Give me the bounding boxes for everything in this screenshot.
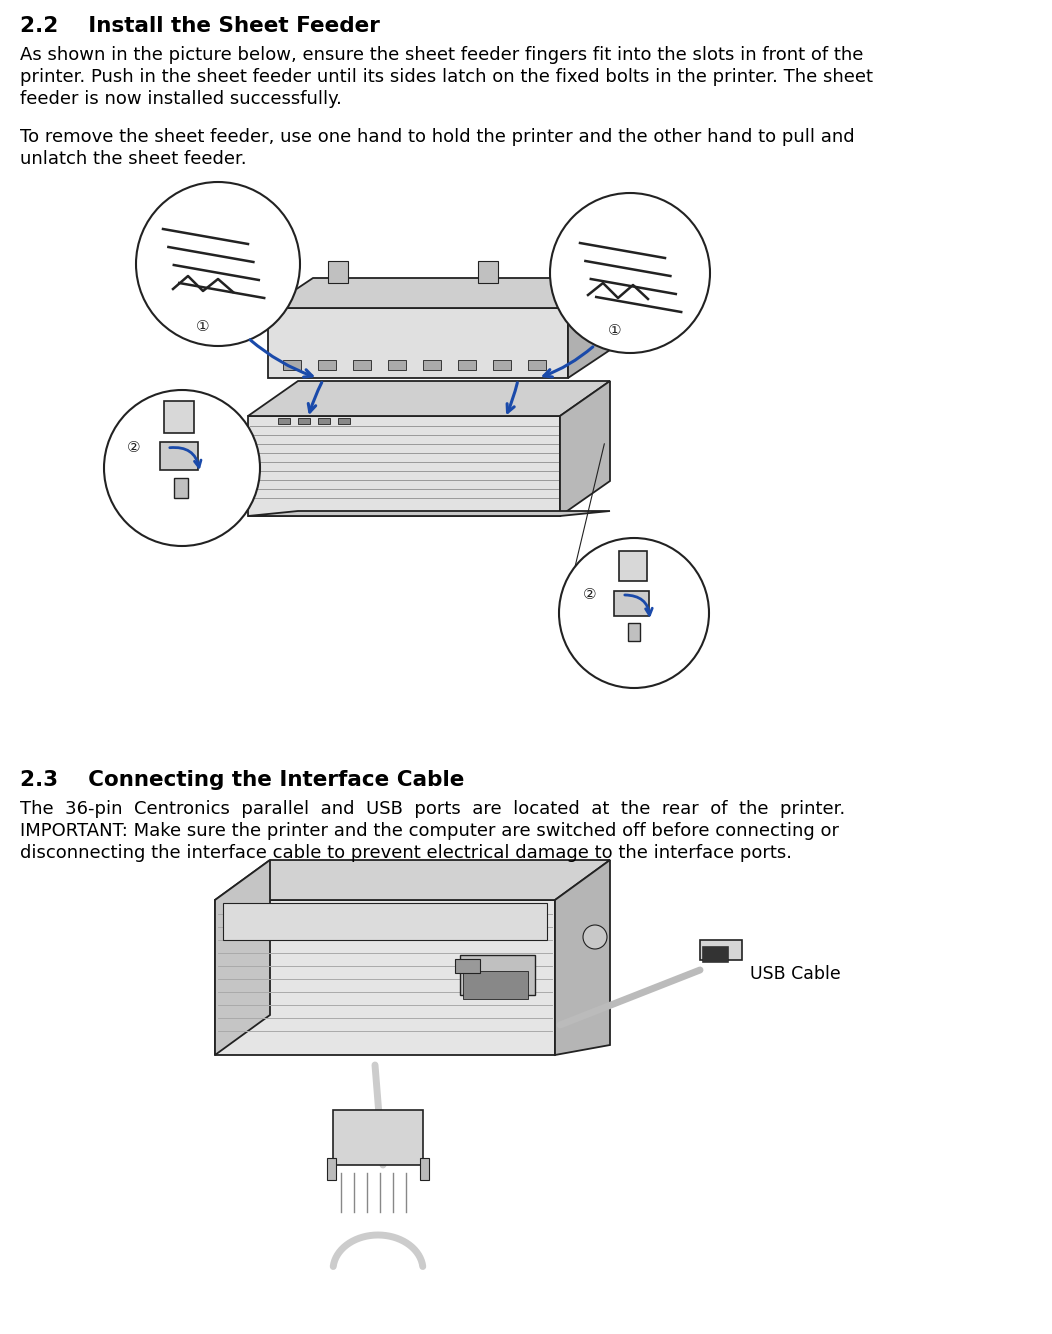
Bar (458, 360, 476, 370)
Polygon shape (248, 382, 610, 416)
Text: ②: ② (583, 587, 596, 602)
Bar (463, 971, 528, 999)
Bar (420, 1158, 429, 1181)
Bar (388, 360, 406, 370)
Bar (478, 261, 498, 283)
Bar (614, 591, 649, 616)
Bar (460, 955, 535, 995)
Text: ①: ① (608, 323, 622, 338)
Polygon shape (555, 860, 610, 1055)
Bar (164, 402, 194, 434)
Bar (353, 360, 371, 370)
Circle shape (136, 181, 300, 346)
Bar (174, 478, 188, 498)
Polygon shape (268, 277, 613, 308)
Bar (702, 946, 728, 962)
Text: To remove the sheet feeder, use one hand to hold the printer and the other hand : To remove the sheet feeder, use one hand… (20, 128, 854, 145)
Bar (278, 418, 290, 424)
Bar (160, 442, 198, 470)
Circle shape (583, 924, 607, 948)
Text: IMPORTANT: Make sure the printer and the computer are switched off before connec: IMPORTANT: Make sure the printer and the… (20, 822, 839, 840)
Bar (327, 1158, 336, 1181)
Polygon shape (568, 277, 613, 378)
Circle shape (550, 193, 710, 354)
Bar (283, 360, 301, 370)
Bar (493, 360, 511, 370)
Text: ②: ② (127, 440, 141, 455)
Bar (318, 360, 336, 370)
Text: ①: ① (196, 319, 209, 334)
Bar (328, 261, 348, 283)
Bar (628, 623, 640, 642)
Bar (423, 360, 441, 370)
Text: As shown in the picture below, ensure the sheet feeder fingers fit into the slot: As shown in the picture below, ensure th… (20, 45, 864, 64)
Polygon shape (215, 860, 270, 1055)
Bar (298, 418, 310, 424)
Polygon shape (248, 511, 610, 516)
Bar (528, 360, 546, 370)
Polygon shape (268, 308, 568, 378)
Circle shape (104, 390, 260, 546)
Text: printer. Push in the sheet feeder until its sides latch on the fixed bolts in th: printer. Push in the sheet feeder until … (20, 68, 873, 85)
Text: The  36-pin  Centronics  parallel  and  USB  ports  are  located  at  the  rear : The 36-pin Centronics parallel and USB p… (20, 800, 845, 818)
Circle shape (559, 538, 709, 688)
Text: 2.3    Connecting the Interface Cable: 2.3 Connecting the Interface Cable (20, 770, 464, 790)
Bar (333, 1110, 423, 1165)
Polygon shape (215, 860, 610, 900)
Text: disconnecting the interface cable to prevent electrical damage to the interface : disconnecting the interface cable to pre… (20, 844, 792, 862)
Polygon shape (248, 416, 560, 516)
Bar (318, 418, 330, 424)
Text: 2.2    Install the Sheet Feeder: 2.2 Install the Sheet Feeder (20, 16, 380, 36)
Bar (456, 959, 480, 972)
Text: USB Cable: USB Cable (750, 964, 841, 983)
Polygon shape (560, 382, 610, 516)
Text: unlatch the sheet feeder.: unlatch the sheet feeder. (20, 149, 246, 168)
Text: feeder is now installed successfully.: feeder is now installed successfully. (20, 89, 342, 108)
Bar (338, 418, 350, 424)
Bar (700, 940, 742, 960)
Polygon shape (215, 900, 555, 1055)
Polygon shape (223, 903, 547, 940)
Bar (619, 551, 647, 582)
